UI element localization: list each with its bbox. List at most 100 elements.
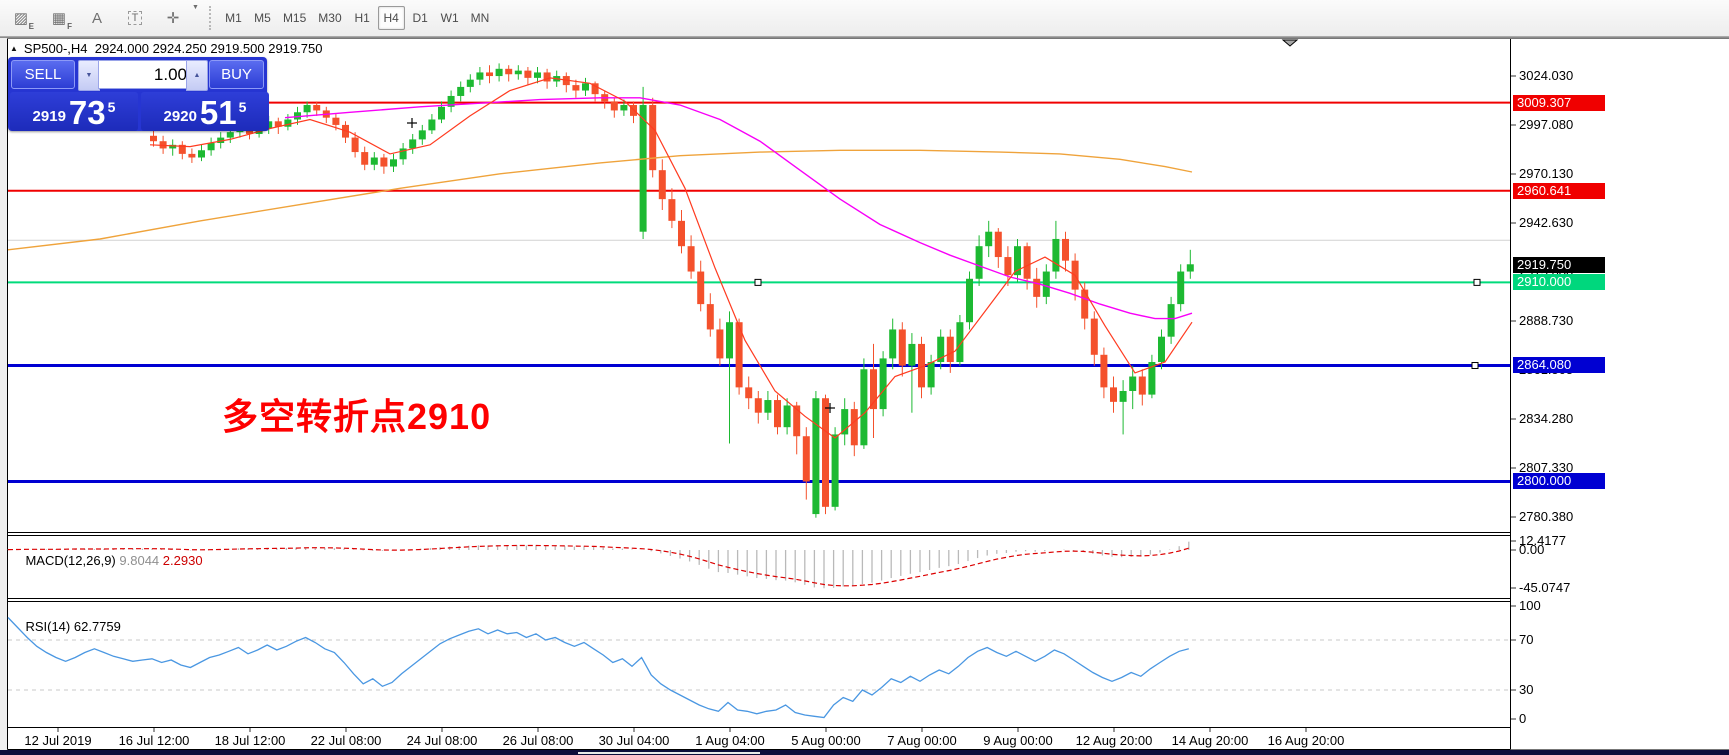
- volume-decrease-button[interactable]: ▼: [78, 60, 100, 91]
- chart-title: ▲ SP500-,H4 2924.000 2924.250 2919.500 2…: [10, 41, 322, 56]
- cross-marker-icon: [407, 118, 417, 128]
- toolbar-underline: [0, 37, 1729, 38]
- chart-frame: [0, 38, 1729, 750]
- rsi-panel: [7, 617, 1510, 719]
- price-level-badge: 2910.000: [1513, 274, 1605, 290]
- rsi-indicator-label: RSI(14) 62.7759: [11, 604, 121, 649]
- timeline-label: 14 Aug 20:00: [1171, 733, 1249, 748]
- macd-signal-line: [7, 544, 1189, 587]
- price-level-badge: 2919.750: [1513, 257, 1605, 273]
- buy-button[interactable]: BUY: [209, 60, 264, 89]
- price-level-badge: 2864.080: [1513, 357, 1605, 373]
- toolbar-separator: [208, 6, 211, 30]
- axis-label: -45.0747: [1519, 580, 1571, 595]
- buy-price-display[interactable]: 2920 51 5: [141, 92, 269, 131]
- tab-timeframe-W1[interactable]: W1: [436, 6, 464, 30]
- line-selection-handle: [1473, 278, 1481, 286]
- caret-down-icon: ▼: [85, 72, 93, 79]
- rsi-line: [7, 617, 1189, 719]
- timeline-label: 5 Aug 00:00: [791, 733, 861, 748]
- timeline-label: 12 Aug 20:00: [1075, 733, 1153, 748]
- symbol-ohlc-text: SP500-,H4 2924.000 2924.250 2919.500 291…: [23, 41, 323, 56]
- arrow-objects-icon[interactable]: ✛: [166, 10, 180, 27]
- timeline-label: 18 Jul 12:00: [214, 733, 286, 748]
- text-label-icon[interactable]: A: [91, 9, 102, 27]
- timeline-label: 24 Jul 08:00: [406, 733, 478, 748]
- grid-icon[interactable]: ▦ F: [51, 10, 72, 31]
- sell-price-stem: 2919: [32, 108, 66, 125]
- rsi-value: 62.7759: [73, 619, 121, 634]
- timeframe-toolbar: M1 M5 M15 M30 H1 H4 D1 W1 MN: [219, 6, 495, 30]
- candles-layer: [150, 63, 1194, 518]
- timeline-label: 30 Jul 04:00: [598, 733, 670, 748]
- sell-button[interactable]: SELL: [11, 60, 75, 89]
- axis-label: 0: [1519, 711, 1527, 726]
- window-left-margin: [0, 38, 7, 750]
- sell-price-fraction: 5: [107, 99, 116, 115]
- moving-averages-layer: [7, 77, 1481, 439]
- tab-timeframe-M30[interactable]: M30: [313, 6, 346, 30]
- macd-signal-value: 2.2930: [162, 553, 203, 568]
- toolbar-icons: ▨ E ▦ F A T ✛ ▼: [0, 4, 199, 32]
- macd-indicator-label: MACD(12,26,9) 9.8044 2.2930: [11, 538, 203, 583]
- timeline-label: 16 Aug 20:00: [1267, 733, 1345, 748]
- macd-name: MACD(12,26,9): [25, 553, 116, 568]
- axis-label: 30: [1519, 682, 1534, 697]
- timeline-label: 12 Jul 2019: [24, 733, 92, 748]
- objects-dropdown-caret-icon[interactable]: ▼: [192, 4, 199, 11]
- buy-price-fraction: 5: [238, 99, 247, 115]
- horizontal-level-lines: [8, 101, 1510, 483]
- axis-label: 12.4177: [1519, 533, 1566, 548]
- tab-timeframe-M1[interactable]: M1: [220, 6, 247, 30]
- axis-label: 100: [1519, 598, 1541, 613]
- price-level-badge: 2800.000: [1513, 473, 1605, 489]
- one-click-trading-panel: SELL ▼ ▲ BUY 2919 73 5 2920 51 5: [8, 57, 269, 131]
- cross-marker-icon: [825, 403, 835, 413]
- sell-price-display[interactable]: 2919 73 5: [10, 92, 138, 131]
- tab-timeframe-MN[interactable]: MN: [466, 6, 495, 30]
- tab-timeframe-M15[interactable]: M15: [278, 6, 311, 30]
- timeline-label: 1 Aug 04:00: [695, 733, 765, 748]
- text-box-icon[interactable]: T: [118, 4, 152, 32]
- buy-price-stem: 2920: [163, 108, 197, 125]
- chart-text-annotation[interactable]: 多空转折点2910: [222, 396, 492, 437]
- axis-label: 0.00: [1519, 542, 1545, 557]
- tab-timeframe-H4[interactable]: H4: [377, 6, 405, 30]
- timeline-label: 9 Aug 00:00: [983, 733, 1053, 748]
- tab-timeframe-H1[interactable]: H1: [349, 6, 376, 30]
- buy-price-big: 51: [199, 94, 237, 131]
- collapse-icon[interactable]: ▲: [10, 44, 18, 53]
- axis-label: 3024.030: [1519, 68, 1574, 83]
- timeline-label: 26 Jul 08:00: [502, 733, 574, 748]
- medium-ma: [284, 97, 1193, 320]
- axis-ticks: [57, 75, 1516, 732]
- axis-label: 70: [1519, 632, 1534, 647]
- main-toolbar: ▨ E ▦ F A T ✛ ▼ M1 M5 M15 M30 H1 H4 D1 W1 MN: [0, 0, 1729, 37]
- price-level-badge: 2960.641: [1513, 183, 1605, 199]
- axis-label: 2834.280: [1519, 411, 1574, 426]
- rsi-name: RSI(14): [25, 619, 71, 634]
- timeline-label: 22 Jul 08:00: [310, 733, 382, 748]
- timeline-label: 16 Jul 12:00: [118, 733, 190, 748]
- macd-main-value: 9.8044: [119, 553, 160, 568]
- tab-timeframe-M5[interactable]: M5: [249, 6, 276, 30]
- macd-panel: [7, 541, 1190, 589]
- axis-label: 2997.080: [1519, 117, 1574, 132]
- next-window-highlight: [578, 752, 760, 754]
- slow-ma: [7, 149, 1193, 251]
- volume-increase-button[interactable]: ▲: [186, 60, 208, 91]
- axis-label: 2780.380: [1519, 509, 1574, 524]
- tab-timeframe-D1[interactable]: D1: [407, 6, 434, 30]
- indicators-icon[interactable]: ▨ E: [13, 10, 34, 31]
- axis-label: 2807.330: [1519, 460, 1574, 475]
- volume-input[interactable]: [98, 60, 192, 89]
- fast-ma: [149, 77, 1193, 439]
- line-selection-handle: [1471, 362, 1479, 370]
- axis-label: 2888.730: [1519, 313, 1574, 328]
- line-selection-handle: [754, 278, 762, 286]
- bid-ask-display: 2919 73 5 2920 51 5: [8, 92, 271, 131]
- order-entry-row: SELL ▼ ▲ BUY: [8, 57, 267, 93]
- axis-label: 2942.630: [1519, 215, 1574, 230]
